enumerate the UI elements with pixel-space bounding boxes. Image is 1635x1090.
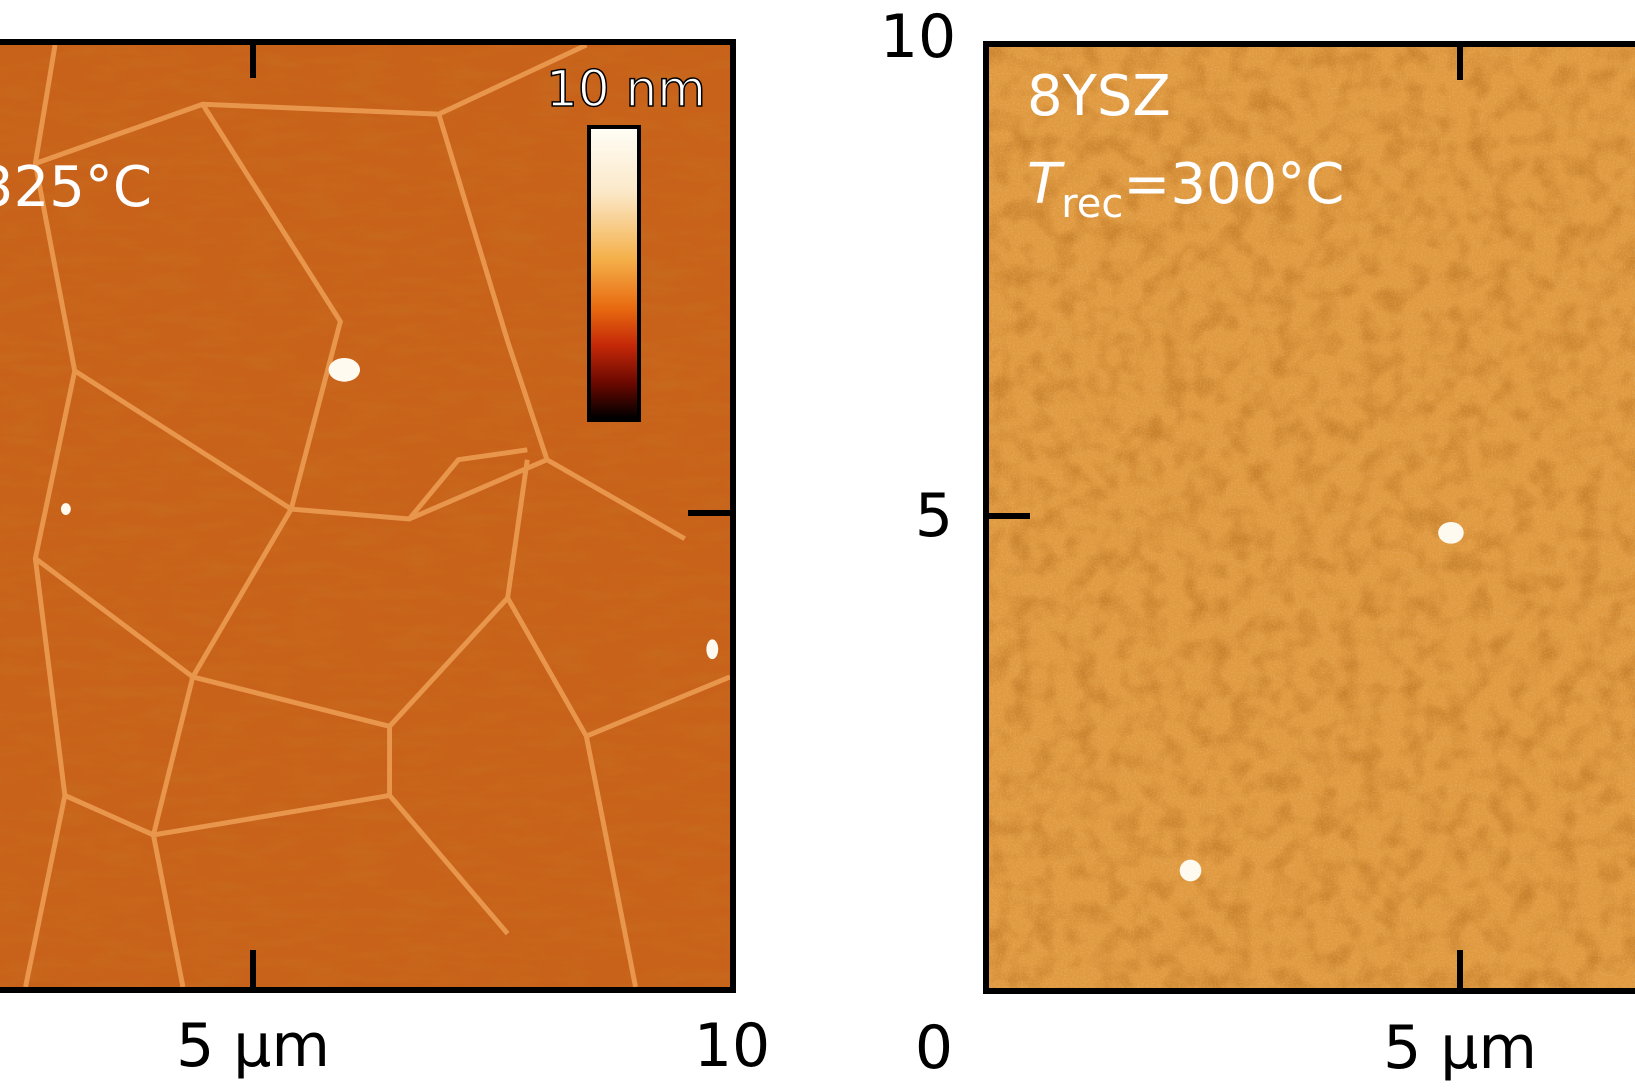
particles xyxy=(60,358,719,660)
recording-temperature-label: Trec=300°C xyxy=(1027,157,1344,227)
colorbar-label: 10 nm xyxy=(545,59,706,119)
sample-label: 8YSZ xyxy=(1027,64,1171,129)
height-colorbar xyxy=(587,125,641,422)
particles xyxy=(1179,521,1464,882)
right-afm-image: 8YSZ Trec=300°C xyxy=(983,41,1635,994)
right-y-tick-label-0: 0 xyxy=(914,1013,954,1083)
right-left-tick xyxy=(986,513,1030,519)
grain-boundaries xyxy=(23,45,730,987)
right-afm-texture xyxy=(989,47,1635,988)
left-right-tick xyxy=(688,510,730,516)
right-y-tick-label-10: 10 xyxy=(879,2,957,72)
temp-value: =300°C xyxy=(1123,152,1345,217)
temperature-annotation: 325°C xyxy=(0,155,152,220)
right-x-tick-label-5um: 5 µm xyxy=(1383,1013,1537,1083)
left-x-tick-label-10: 10 xyxy=(693,1011,771,1081)
temp-symbol: T xyxy=(1027,152,1062,217)
right-top-tick xyxy=(1457,44,1463,80)
right-bottom-tick xyxy=(1457,950,1463,990)
left-bottom-tick xyxy=(250,950,256,988)
right-y-tick-label-5: 5 xyxy=(914,481,954,551)
temp-subscript: rec xyxy=(1061,181,1124,227)
left-x-tick-label-5um: 5 µm xyxy=(176,1011,330,1081)
left-top-tick xyxy=(250,42,256,78)
